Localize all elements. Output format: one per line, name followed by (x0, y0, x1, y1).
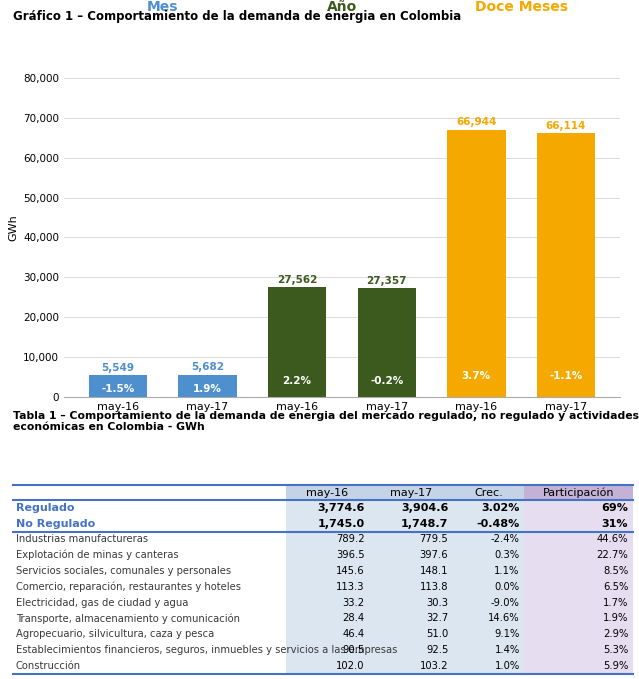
Text: 69%: 69% (601, 503, 628, 513)
Text: Servicios sociales, comunales y personales: Servicios sociales, comunales y personal… (16, 566, 231, 576)
Text: 92.5: 92.5 (426, 645, 449, 655)
Text: 66,944: 66,944 (456, 117, 497, 128)
Text: may-16: may-16 (306, 488, 348, 498)
Text: -1.5%: -1.5% (101, 384, 134, 394)
Text: 1.7%: 1.7% (603, 598, 628, 608)
Bar (89, 375, 147, 397)
Text: Agropecuario, silvicultura, caza y pesca: Agropecuario, silvicultura, caza y pesca (16, 629, 214, 639)
Text: 30.3: 30.3 (426, 598, 449, 608)
Text: Comercio, reparación, restaurantes y hoteles: Comercio, reparación, restaurantes y hot… (16, 581, 241, 592)
Text: 145.6: 145.6 (336, 566, 365, 576)
Text: Mes: Mes (147, 0, 178, 14)
Text: 28.4: 28.4 (343, 613, 365, 623)
Text: -2.4%: -2.4% (491, 534, 520, 545)
Text: 0.3%: 0.3% (495, 550, 520, 560)
Text: 66,114: 66,114 (546, 121, 586, 131)
Text: 27,562: 27,562 (277, 275, 317, 285)
Text: 2.2%: 2.2% (282, 375, 312, 386)
Text: 779.5: 779.5 (420, 534, 449, 545)
Text: 5,682: 5,682 (191, 362, 224, 372)
Text: 5.3%: 5.3% (603, 645, 628, 655)
Text: Electricidad, gas de ciudad y agua: Electricidad, gas de ciudad y agua (16, 598, 189, 608)
Text: -9.0%: -9.0% (491, 598, 520, 608)
Text: 8.5%: 8.5% (603, 566, 628, 576)
Text: Doce Meses: Doce Meses (475, 0, 567, 14)
Text: 31%: 31% (602, 519, 628, 529)
Text: Explotación de minas y canteras: Explotación de minas y canteras (16, 550, 178, 560)
Text: Participación: Participación (543, 488, 614, 498)
Text: 46.4: 46.4 (343, 629, 365, 639)
Text: 5.9%: 5.9% (603, 661, 628, 671)
Text: Crec.: Crec. (474, 488, 503, 498)
Text: -0.2%: -0.2% (370, 375, 403, 386)
Text: Regulado: Regulado (16, 503, 75, 513)
Text: 3.7%: 3.7% (462, 371, 491, 381)
Text: 789.2: 789.2 (336, 534, 365, 545)
Text: Acumulado
Año: Acumulado Año (298, 0, 385, 14)
Text: 1,745.0: 1,745.0 (318, 519, 365, 529)
Text: 9.1%: 9.1% (495, 629, 520, 639)
Text: 33.2: 33.2 (343, 598, 365, 608)
Text: 102.0: 102.0 (336, 661, 365, 671)
Text: 1,748.7: 1,748.7 (401, 519, 449, 529)
Text: 1.9%: 1.9% (193, 384, 222, 394)
Text: 90.5: 90.5 (343, 645, 365, 655)
Text: 396.5: 396.5 (336, 550, 365, 560)
Text: 3,774.6: 3,774.6 (318, 503, 365, 513)
Text: 27,357: 27,357 (366, 276, 407, 286)
Text: Construcción: Construcción (16, 661, 81, 671)
Text: 3,904.6: 3,904.6 (401, 503, 449, 513)
Text: 113.3: 113.3 (336, 582, 365, 592)
Bar (537, 133, 595, 397)
Y-axis label: GWh: GWh (9, 214, 19, 241)
Text: -1.1%: -1.1% (550, 371, 583, 381)
Text: 3.02%: 3.02% (481, 503, 520, 513)
Bar (358, 288, 416, 397)
Text: 22.7%: 22.7% (596, 550, 628, 560)
Text: 5,549: 5,549 (101, 363, 134, 373)
Text: 103.2: 103.2 (420, 661, 449, 671)
Text: Transporte, almacenamiento y comunicación: Transporte, almacenamiento y comunicació… (16, 613, 240, 623)
Text: -0.48%: -0.48% (477, 519, 520, 529)
Text: 113.8: 113.8 (420, 582, 449, 592)
Text: 0.0%: 0.0% (495, 582, 520, 592)
Text: Establecimientos financieros, seguros, inmuebles y servicios a las empresas: Establecimientos financieros, seguros, i… (16, 645, 397, 655)
Text: may-17: may-17 (390, 488, 432, 498)
Text: 44.6%: 44.6% (597, 534, 628, 545)
Text: 51.0: 51.0 (426, 629, 449, 639)
Text: 14.6%: 14.6% (488, 613, 520, 623)
Text: Gráfico 1 – Comportamiento de la demanda de energia en Colombia: Gráfico 1 – Comportamiento de la demanda… (13, 10, 461, 23)
Text: 6.5%: 6.5% (603, 582, 628, 592)
Text: Tabla 1 – Comportamiento de la demanda de energia del mercado regulado, no regul: Tabla 1 – Comportamiento de la demanda d… (13, 411, 639, 433)
Text: 1.4%: 1.4% (495, 645, 520, 655)
Text: 397.6: 397.6 (420, 550, 449, 560)
Bar (268, 287, 326, 397)
Text: No Regulado: No Regulado (16, 519, 95, 529)
Text: 32.7: 32.7 (426, 613, 449, 623)
Text: 148.1: 148.1 (420, 566, 449, 576)
Bar (178, 375, 236, 397)
Text: Industrias manufactureras: Industrias manufactureras (16, 534, 148, 545)
Text: 1.1%: 1.1% (495, 566, 520, 576)
Bar (447, 130, 505, 397)
Text: 1.9%: 1.9% (603, 613, 628, 623)
Text: 1.0%: 1.0% (495, 661, 520, 671)
Text: 2.9%: 2.9% (603, 629, 628, 639)
